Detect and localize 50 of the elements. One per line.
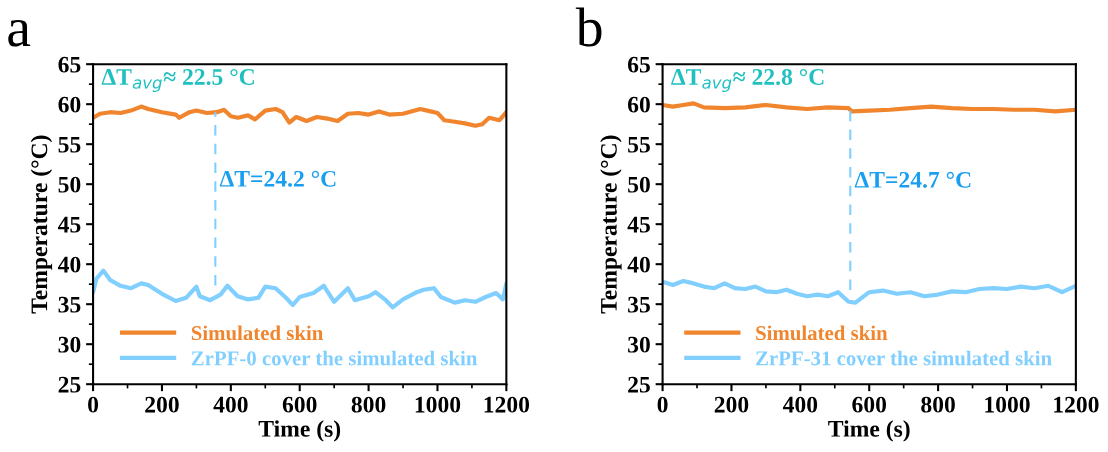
y-tick-label: 50 — [628, 176, 650, 193]
x-tick-label: 200 — [714, 396, 749, 413]
y-tick-label: 40 — [627, 256, 650, 273]
x-tick-label: 400 — [782, 396, 818, 413]
y-tick-label: 30 — [58, 336, 81, 353]
x-axis-title: Time (s) — [828, 420, 910, 442]
y-tick-label: 55 — [58, 136, 81, 153]
chart-title: b — [575, 7, 602, 47]
annotation: ΔT$_{avg}$≈ 22.8 °C — [671, 68, 824, 92]
x-tick-label: 600 — [282, 396, 317, 413]
line-series — [93, 104, 507, 128]
y-tick-label: 35 — [628, 296, 650, 313]
line-series — [93, 268, 507, 310]
y-tick-label: 50 — [58, 176, 81, 193]
legend-label: ZrPF-0 cover the simulated skin — [191, 350, 478, 366]
y-tick-label: 60 — [58, 96, 81, 113]
annotation: ΔT=24.7 °C — [854, 171, 971, 188]
x-tick-label: 400 — [213, 396, 248, 413]
y-tick-label: 25 — [58, 376, 81, 393]
chart-title: a — [8, 19, 31, 47]
y-tick-label: 40 — [57, 256, 81, 273]
line-series — [662, 278, 1076, 305]
annotation: ΔT$_{avg}$≈ 22.5 °C — [101, 68, 254, 92]
y-axis-title: Temperature (°C) — [30, 135, 53, 314]
x-tick-label: 1200 — [484, 396, 530, 413]
x-tick-label: 0 — [88, 396, 99, 413]
y-tick-label: 35 — [58, 296, 81, 313]
y-tick-label: 45 — [627, 216, 650, 233]
y-tick-label: 65 — [627, 56, 650, 73]
y-tick-label: 60 — [627, 96, 650, 113]
x-tick-label: 1000 — [985, 396, 1030, 413]
x-tick-label: 1200 — [1054, 396, 1099, 413]
y-tick-label: 30 — [628, 336, 650, 353]
x-tick-label: 200 — [145, 396, 179, 413]
x-tick-label: 1000 — [415, 396, 461, 413]
x-tick-label: 0 — [657, 396, 668, 413]
annotation: ΔT=24.2 °C — [219, 170, 336, 187]
y-tick-label: 45 — [57, 216, 81, 233]
x-tick-label: 600 — [852, 396, 887, 413]
y-tick-label: 25 — [628, 376, 650, 393]
x-axis-title: Time (s) — [258, 420, 341, 442]
line-series — [662, 101, 1076, 114]
legend-label: ZrPF-31 cover the simulated skin — [756, 350, 1052, 366]
x-tick-label: 800 — [351, 396, 386, 413]
y-tick-label: 55 — [628, 136, 650, 153]
y-axis-title: Temperature (°C) — [600, 135, 622, 314]
legend-label: Simulated skin — [191, 325, 324, 341]
y-tick-label: 65 — [58, 56, 81, 73]
legend-label: Simulated skin — [756, 325, 888, 341]
x-tick-label: 800 — [921, 396, 955, 413]
